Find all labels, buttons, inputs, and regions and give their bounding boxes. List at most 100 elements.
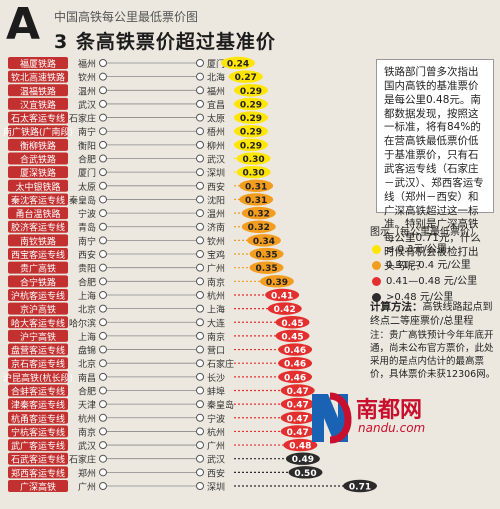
value-label: 0.71 [349, 483, 371, 493]
line-name-label: 衡柳铁路 [20, 140, 56, 152]
value-label: 0.48 [289, 442, 311, 452]
end-city-label: 广州 [207, 263, 225, 275]
start-city-dot [99, 359, 107, 368]
line-name-label: 杭甬客运专线 [11, 413, 65, 425]
line-name-tag [8, 207, 68, 220]
start-city-label: 太原 [78, 181, 96, 193]
legend-item: ≤ 0.3元/公里 [372, 243, 496, 256]
line-name-tag [8, 70, 68, 83]
value-label: 0.31 [245, 182, 267, 192]
line-name-label: 京石客运专线 [11, 358, 65, 370]
value-label: 0.46 [284, 346, 306, 356]
chart-title: 3 条高铁票价超过基准价 [54, 31, 276, 53]
start-city-label: 南昌 [78, 372, 96, 384]
start-city-label: 秦皇岛 [69, 194, 96, 206]
end-city-dot [196, 154, 204, 163]
line-name-tag [8, 125, 68, 138]
start-city-dot [99, 168, 107, 177]
end-city-label: 武汉 [207, 154, 225, 166]
end-city-label: 武汉 [207, 454, 225, 466]
line-name-label: 广深高铁 [20, 481, 56, 493]
end-city-label: 营口 [207, 345, 225, 357]
value-label: 0.30 [242, 169, 264, 179]
line-name-tag [8, 452, 68, 465]
end-city-dot [196, 140, 204, 149]
start-city-dot [99, 154, 107, 163]
end-city-label: 南京 [207, 331, 225, 343]
legend-label: 0.31—0.4 元/公里 [386, 260, 471, 271]
line-name-tag [8, 111, 68, 124]
end-city-label: 深圳 [207, 482, 225, 493]
value-pill [285, 452, 320, 465]
logo-name: 南都网 [356, 398, 423, 423]
start-city-dot [99, 72, 107, 81]
start-city-dot [99, 372, 107, 381]
start-city-dot [99, 468, 107, 477]
start-city-label: 南宁 [78, 235, 96, 247]
start-city-label: 广州 [78, 481, 96, 493]
line-name-label: 沪宁高铁 [20, 331, 56, 343]
line-name-label: 南钦铁路 [20, 235, 56, 247]
start-city-dot [99, 195, 107, 204]
end-city-label: 南京 [207, 276, 225, 288]
end-city-dot [196, 86, 204, 95]
line-name-tag [8, 179, 68, 192]
start-city-label: 厦门 [78, 167, 96, 179]
end-city-dot [196, 386, 204, 395]
start-city-label: 盘锦 [78, 345, 96, 357]
end-city-label: 温州 [207, 209, 225, 220]
line-name-label: 厦深铁路 [20, 167, 56, 179]
line-name-label: 福厦铁路 [20, 58, 56, 70]
value-pill [278, 343, 313, 356]
line-name-label: 西宝客运专线 [11, 249, 65, 261]
end-city-dot [196, 304, 204, 313]
start-city-dot [99, 181, 107, 190]
end-city-dot [196, 209, 204, 218]
end-city-dot [196, 72, 204, 81]
start-city-dot [99, 222, 107, 231]
value-label: 0.32 [248, 210, 270, 220]
value-pill [275, 316, 310, 329]
start-city-dot [99, 345, 107, 354]
start-city-label: 福州 [78, 58, 96, 70]
line-name-tag [8, 480, 68, 492]
line-name-label: 武广客运专线 [11, 440, 65, 452]
start-city-label: 青岛 [78, 222, 96, 234]
value-pill [265, 288, 300, 302]
line-name-tag [8, 84, 68, 97]
legend-label: 0.41—0.48 元/公里 [386, 276, 478, 287]
end-city-label: 钦州 [207, 235, 225, 247]
value-pill [259, 275, 294, 288]
value-pill [233, 125, 268, 138]
value-label: 0.47 [287, 428, 309, 438]
start-city-label: 南京 [78, 426, 96, 438]
value-pill [288, 466, 323, 479]
end-city-label: 石家庄 [207, 358, 234, 370]
end-city-label: 广州 [207, 440, 225, 452]
start-city-label: 北京 [78, 358, 96, 370]
line-name-label: 沪杭客运专线 [11, 290, 65, 302]
value-pill [241, 206, 276, 220]
value-pill [280, 397, 315, 411]
start-city-label: 天津 [78, 400, 96, 411]
end-city-label: 上海 [207, 304, 225, 316]
value-pill [239, 193, 274, 206]
value-pill [236, 152, 271, 165]
value-label: 0.47 [287, 387, 309, 397]
end-city-label: 福州 [207, 85, 225, 97]
start-city-dot [99, 113, 107, 122]
end-city-label: 宜昌 [207, 99, 225, 111]
line-name-tag [8, 166, 68, 179]
line-name-label: 太中银铁路 [15, 181, 60, 193]
start-city-label: 合肥 [78, 276, 96, 288]
value-label: 0.32 [248, 223, 270, 233]
start-city-label: 宁波 [78, 208, 96, 220]
start-city-label: 合肥 [78, 385, 96, 397]
value-label: 0.50 [294, 469, 316, 479]
calculation-note: 计算方法：高铁线路起点到终点二等座票价/总里程 注：贵广高铁预计今年年底开通，尚… [370, 300, 498, 381]
nandu-logo-mark [312, 392, 352, 444]
line-name-tag [8, 384, 68, 397]
value-label: 0.47 [287, 414, 309, 424]
